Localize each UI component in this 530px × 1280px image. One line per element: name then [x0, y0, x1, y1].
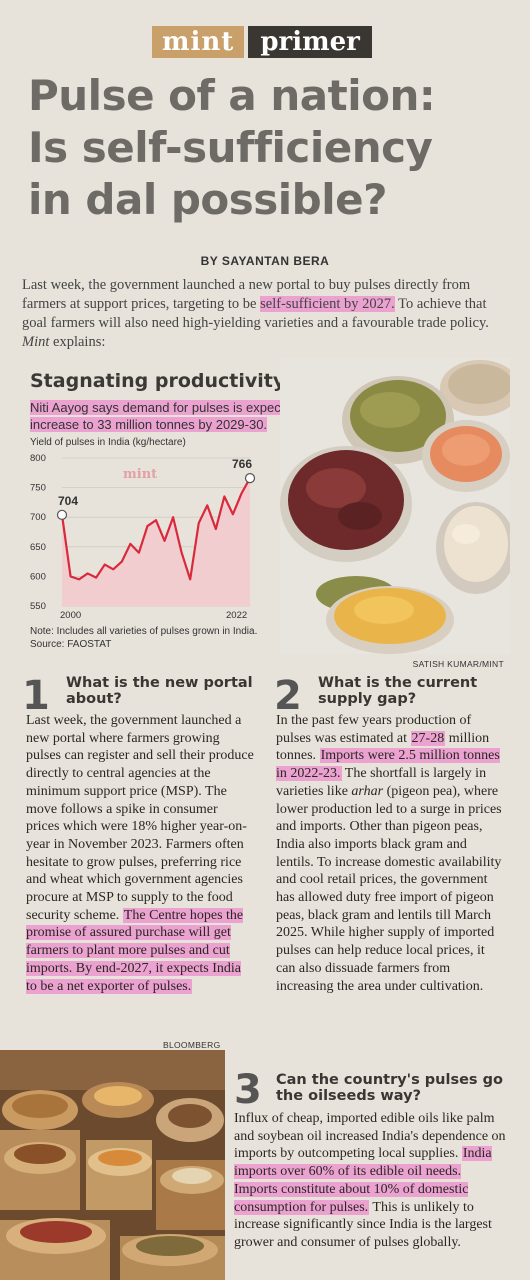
section-label: primer [248, 26, 372, 58]
intro-paragraph: Last week, the government launched a new… [22, 276, 510, 352]
section-header: mint primer [152, 26, 372, 58]
intro-mint: Mint [22, 334, 50, 350]
question-1-number: 1 [22, 673, 50, 719]
data-point-marker [244, 473, 256, 484]
y-tick-label: 550 [30, 601, 46, 612]
series-line [60, 477, 251, 581]
headline: Pulse of a nation: Is self-sufficiency i… [28, 70, 508, 226]
brand-label: mint [152, 26, 245, 58]
question-2-title-line-1: What is the current [318, 675, 478, 691]
byline: BY SAYANTAN BERA [200, 254, 330, 268]
market-sacks-photo [0, 1050, 225, 1280]
yield-chart: 550 600 650 700 750 800 mint 704 766 2000 2022 [30, 453, 256, 620]
headline-line-1: Pulse of a nation: [28, 71, 436, 120]
q1-text: Last week, the government launched a new… [26, 713, 254, 923]
question-2-title: What is the current supply gap? [318, 675, 477, 707]
x-tick-label: 2022 [226, 610, 247, 620]
photo-credit: SATISH KUMAR/MINT [412, 659, 504, 669]
photo-credit-bloomberg: BLOOMBERG [163, 1040, 221, 1050]
question-3-title: Can the country's pulses go the oilseeds… [276, 1072, 503, 1104]
q2-text-4: (pigeon pea), where lower production led… [276, 783, 502, 994]
q2-text-2: million tonnes. [276, 730, 490, 764]
q3-text-1: Influx of cheap, imported edible oils li… [234, 1111, 506, 1162]
question-2-body: In the past few years production of puls… [276, 712, 506, 995]
chart-note: Note: Includes all varieties of pulses g… [30, 625, 257, 651]
question-3-title-line-2: the oilseeds way? [276, 1088, 421, 1104]
chart-note-text: Note: Includes all varieties of pulses g… [30, 626, 258, 637]
y-tick-label: 750 [30, 483, 46, 494]
question-2-number: 2 [274, 673, 302, 719]
question-1-title-line-1: What is the new portal [66, 675, 253, 691]
q2-arhar: arhar [351, 783, 384, 799]
data-label: 766 [232, 457, 252, 471]
headline-line-2: Is self-sufficiency [28, 123, 433, 172]
chart-source: Source: FAOSTAT [30, 639, 112, 650]
intro-text-2: To achieve that goal farmers will also n… [22, 296, 489, 331]
intro-text-3: explains: [49, 334, 106, 350]
chart-title: Stagnating productivity [30, 370, 286, 392]
y-tick-label: 800 [30, 453, 46, 464]
headline-line-3: in dal possible? [28, 175, 387, 224]
intro-text-1: Last week, the government launched a new… [22, 277, 471, 312]
question-1-body: Last week, the government launched a new… [26, 712, 254, 995]
y-tick-label: 650 [30, 542, 46, 553]
data-point-marker [56, 509, 68, 520]
chart-y-axis-label: Yield of pulses in India (kg/hectare) [30, 437, 186, 448]
q2-text-1: In the past few years production of puls… [276, 713, 472, 746]
q3-text-2: This is unlikely to increase significant… [234, 1199, 492, 1250]
question-3-title-line-1: Can the country's pulses go [276, 1072, 503, 1088]
question-2-title-line-2: supply gap? [318, 691, 417, 707]
q2-text-3: The shortfall is largely in varieties li… [276, 766, 487, 799]
question-1-title: What is the new portal about? [66, 675, 253, 707]
y-tick-label: 700 [30, 512, 46, 523]
chart-watermark: mint [123, 467, 157, 482]
question-3-number: 3 [234, 1067, 262, 1113]
area-fill [62, 478, 250, 606]
data-label: 704 [58, 494, 78, 508]
x-tick-label: 2000 [60, 610, 81, 620]
chart-subtitle: Niti Aayog says demand for pulses is exp… [30, 399, 322, 433]
intro-highlight: self-sufficient by 2027. [260, 296, 395, 312]
chart-subtitle-text: Niti Aayog says demand for pulses is exp… [30, 400, 314, 432]
pulses-bowls-photo [280, 358, 510, 654]
question-3-body: Influx of cheap, imported edible oils li… [234, 1110, 508, 1252]
y-tick-label: 600 [30, 571, 46, 582]
q2-highlight-1: 27-28 [410, 730, 446, 746]
question-1-title-line-2: about? [66, 691, 122, 707]
